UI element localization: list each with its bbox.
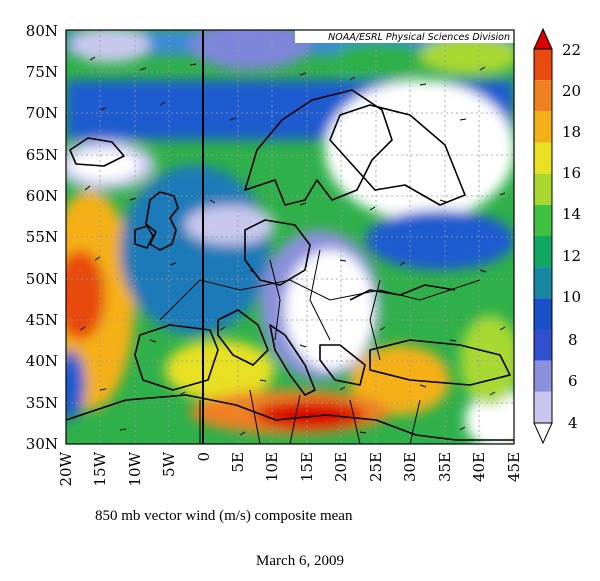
map-frame [65,29,515,445]
lat-tick-label: 65N [26,146,58,164]
lon-tick-label: 20W [57,451,75,486]
colorbar-segment [534,298,552,330]
colorbar-segment [534,142,552,174]
lat-tick-label: 50N [26,270,58,288]
lon-tick-label: 20E [332,452,350,482]
lat-tick-label: 30N [26,435,58,453]
figure-date: March 6, 2009 [256,553,344,569]
lat-tick-label: 80N [26,22,58,40]
colorbar-tick-label: 18 [562,123,581,141]
lat-tick-label: 70N [26,104,58,122]
colorbar-segment [534,49,552,81]
colorbar-tick-label: 10 [562,288,581,306]
figure-caption: 850 mb vector wind (m/s) composite mean [95,508,353,524]
latitude-axis: 80N 75N 70N 65N 60N 55N 50N 45N 40N 35N … [26,22,58,453]
credit-label: NOAA/ESRL Physical Sciences Division [328,32,510,43]
lon-tick-label: 45E [505,452,523,482]
lon-tick-label: 15E [298,452,316,482]
colorbar-tick-label: 6 [568,372,578,390]
lon-tick-label: 10W [126,451,144,486]
lon-tick-label: 5E [229,452,247,473]
lon-tick-label: 30E [401,452,419,482]
lat-tick-label: 75N [26,63,58,81]
colorbar-segment [534,80,552,112]
colorbar-segment [534,236,552,268]
lon-tick-label: 25E [367,452,385,482]
colorbar-segment [534,329,552,361]
colorbar-segment [534,173,552,205]
colorbar-segment [534,391,552,423]
longitude-axis: 20W 15W 10W 5W 0 5E 10E 15E 20E 25E 30E … [57,451,523,486]
colorbar-segment [534,267,552,299]
lon-tick-label: 40E [470,452,488,482]
lon-tick-label: 15W [91,451,109,486]
colorbar-max-arrow [533,27,553,50]
lon-tick-label: 35E [436,452,454,482]
wind-speed-field: NOAA/ESRL Physical Sciences Division [66,30,514,444]
lat-tick-label: 60N [26,187,58,205]
colorbar-tick-label: 4 [568,414,578,432]
colorbar-segment [534,204,552,236]
lat-tick-label: 55N [26,228,58,246]
lat-tick-label: 40N [26,352,58,370]
lon-tick-label: 0 [195,452,213,462]
country-borders [159,249,481,444]
colorbar-tick-label: 14 [562,205,581,223]
colorbar-tick-label: 20 [562,82,581,100]
colorbar-tick-label: 22 [562,41,581,59]
colorbar [533,27,553,445]
lat-tick-label: 35N [26,394,58,412]
lat-tick-label: 45N [26,311,58,329]
colorbar-tick-label: 12 [562,247,581,265]
wind-vectors [79,56,506,436]
colorbar-segment [534,360,552,392]
lon-tick-label: 5W [160,451,178,477]
colorbar-min-arrow [533,422,553,445]
lon-tick-label: 10E [263,452,281,482]
colorbar-tick-label: 16 [562,164,581,182]
colorbar-segment [534,111,552,143]
colorbar-labels: 22 20 18 16 14 12 10 8 6 4 [562,41,581,432]
colorbar-tick-label: 8 [568,331,578,349]
